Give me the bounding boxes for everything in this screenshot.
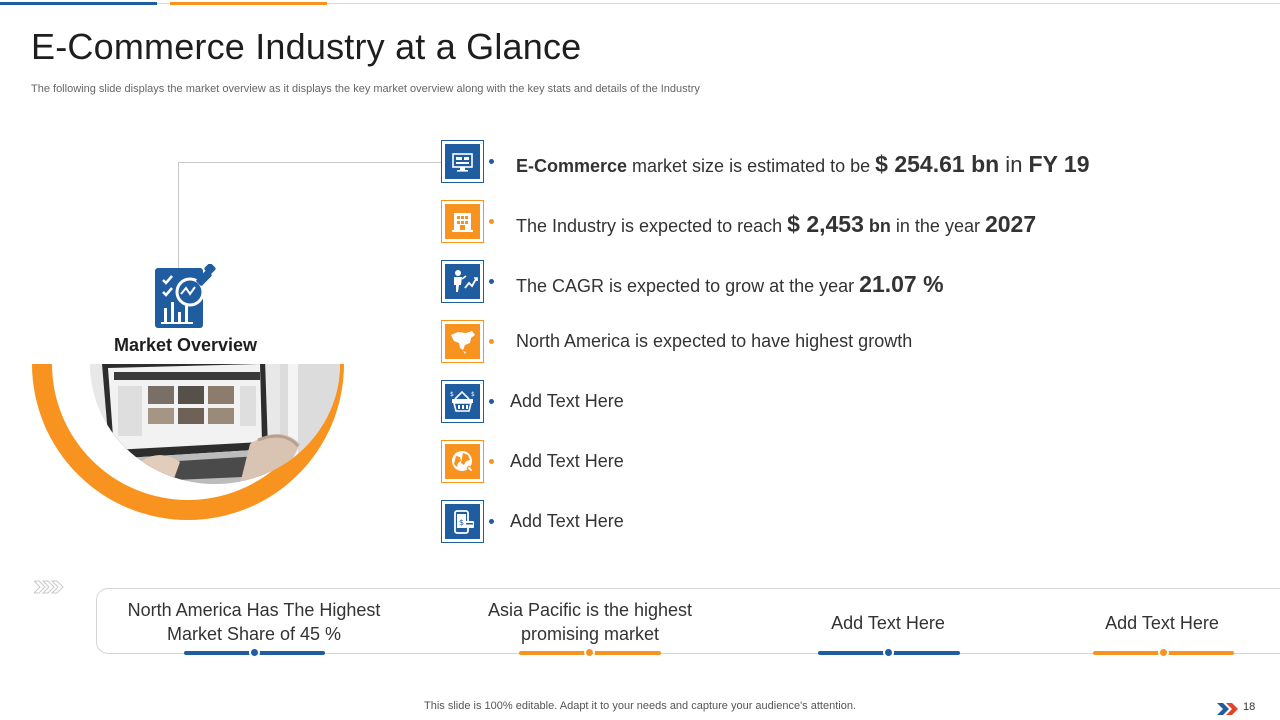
next-arrow-icon bbox=[1217, 702, 1239, 715]
monitor-icon-box bbox=[441, 140, 484, 183]
payment-icon-box: $ bbox=[441, 500, 484, 543]
bottom-stat-1-line2: Market Share of 45 % bbox=[166, 624, 342, 644]
market-size-in: in bbox=[999, 152, 1029, 177]
bottom-stat-3-line1: Add Text Here bbox=[831, 613, 945, 633]
chevrons-icon bbox=[32, 580, 64, 594]
connector-line-vertical bbox=[178, 162, 179, 272]
bottom-bar-1 bbox=[184, 647, 325, 658]
stat-row-north-america: North America is expected to have highes… bbox=[441, 320, 1241, 364]
bottom-bar-3 bbox=[818, 647, 960, 658]
building-icon-box bbox=[441, 200, 484, 243]
globe-icon bbox=[452, 451, 474, 473]
market-overview-label: Market Overview bbox=[113, 335, 258, 355]
industry-reach-desc: The Industry is expected to reach bbox=[516, 216, 788, 236]
row-bullet bbox=[489, 219, 494, 224]
north-america-text: North America is expected to have highes… bbox=[516, 331, 913, 351]
svg-text:$: $ bbox=[471, 391, 475, 398]
row-bullet bbox=[489, 399, 494, 404]
industry-reach-unit: bn bbox=[863, 216, 891, 236]
stat-row-placeholder-1: $ $ Add Text Here bbox=[441, 380, 1241, 424]
bottom-bar-knob bbox=[249, 647, 260, 658]
stat-row-cagr: The CAGR is expected to grow at the year… bbox=[441, 260, 1241, 304]
placeholder-text-3: Add Text Here bbox=[510, 511, 624, 531]
stat-row-market-size: E-Commerce market size is estimated to b… bbox=[441, 140, 1241, 184]
market-overview-arc bbox=[32, 364, 344, 520]
industry-reach-value: $ 2,453 bbox=[787, 211, 864, 237]
connector-line-horizontal bbox=[178, 162, 441, 163]
bottom-stat-2-line2: promising market bbox=[520, 624, 660, 644]
placeholder-text-2: Add Text Here bbox=[510, 451, 624, 471]
north-america-map-icon bbox=[451, 331, 475, 354]
cagr-desc: The CAGR is expected to grow at the year bbox=[516, 276, 860, 296]
growth-icon-box bbox=[441, 260, 484, 303]
bottom-stat-3: Add Text Here bbox=[738, 611, 1038, 635]
row-bullet bbox=[489, 339, 494, 344]
top-accent-blue bbox=[0, 2, 157, 5]
industry-reach-text: The Industry is expected to reach $ 2,45… bbox=[516, 211, 1036, 238]
top-accent-bar bbox=[0, 0, 1280, 5]
svg-text:$: $ bbox=[459, 518, 464, 527]
svg-text:$: $ bbox=[450, 391, 454, 398]
bottom-bar-4 bbox=[1093, 647, 1234, 658]
building-icon bbox=[452, 213, 473, 232]
market-size-text: E-Commerce market size is estimated to b… bbox=[516, 151, 1090, 178]
top-accent-orange bbox=[170, 2, 327, 5]
page-number: 18 bbox=[1243, 701, 1256, 713]
industry-reach-year: 2027 bbox=[984, 211, 1037, 237]
slide-subtitle: The following slide displays the market … bbox=[31, 83, 700, 95]
bottom-stat-1: North America Has The Highest Market Sha… bbox=[104, 598, 404, 646]
cagr-text: The CAGR is expected to grow at the year… bbox=[516, 271, 944, 298]
market-size-value: $ 254.61 bn bbox=[875, 151, 1000, 177]
bottom-stat-4-line1: Add Text Here bbox=[1105, 613, 1219, 633]
row-bullet bbox=[489, 279, 494, 284]
bottom-stats-frame bbox=[96, 588, 1280, 654]
market-analysis-icon bbox=[154, 263, 220, 330]
cagr-value: 21.07 % bbox=[859, 271, 944, 297]
monitor-icon bbox=[452, 153, 473, 172]
growth-person-icon bbox=[454, 270, 478, 292]
globe-icon-box bbox=[441, 440, 484, 483]
market-size-desc: market size is estimated to be bbox=[627, 156, 876, 176]
stat-row-placeholder-3: $ Add Text Here bbox=[441, 500, 1241, 544]
placeholder-text-1: Add Text Here bbox=[510, 391, 624, 411]
bottom-bar-2 bbox=[519, 647, 661, 658]
top-divider bbox=[0, 3, 1280, 4]
market-size-year: FY 19 bbox=[1028, 151, 1090, 177]
stat-row-industry-reach: The Industry is expected to reach $ 2,45… bbox=[441, 200, 1241, 244]
stat-row-placeholder-2: Add Text Here bbox=[441, 440, 1241, 484]
bottom-bar-knob bbox=[883, 647, 894, 658]
map-icon-box bbox=[441, 320, 484, 363]
slide-title: E-Commerce Industry at a Glance bbox=[31, 26, 582, 67]
row-bullet bbox=[489, 159, 494, 164]
ecommerce-lead: E-Commerce bbox=[516, 156, 628, 176]
bottom-bar-knob bbox=[1158, 647, 1169, 658]
shopping-basket-icon: $ $ bbox=[450, 390, 475, 412]
row-bullet bbox=[489, 459, 494, 464]
bottom-stat-2: Asia Pacific is the highest promising ma… bbox=[440, 598, 740, 646]
basket-icon-box: $ $ bbox=[441, 380, 484, 423]
industry-reach-in-year: in the year bbox=[890, 216, 985, 236]
mobile-payment-icon: $ bbox=[454, 510, 474, 534]
row-bullet bbox=[489, 519, 494, 524]
bottom-bar-knob bbox=[584, 647, 595, 658]
bottom-stat-1-line1: North America Has The Highest bbox=[127, 600, 381, 620]
bottom-stat-4: Add Text Here bbox=[1012, 611, 1280, 635]
bottom-stat-2-line1: Asia Pacific is the highest bbox=[487, 600, 693, 620]
slide-footer: This slide is 100% editable. Adapt it to… bbox=[424, 700, 856, 712]
